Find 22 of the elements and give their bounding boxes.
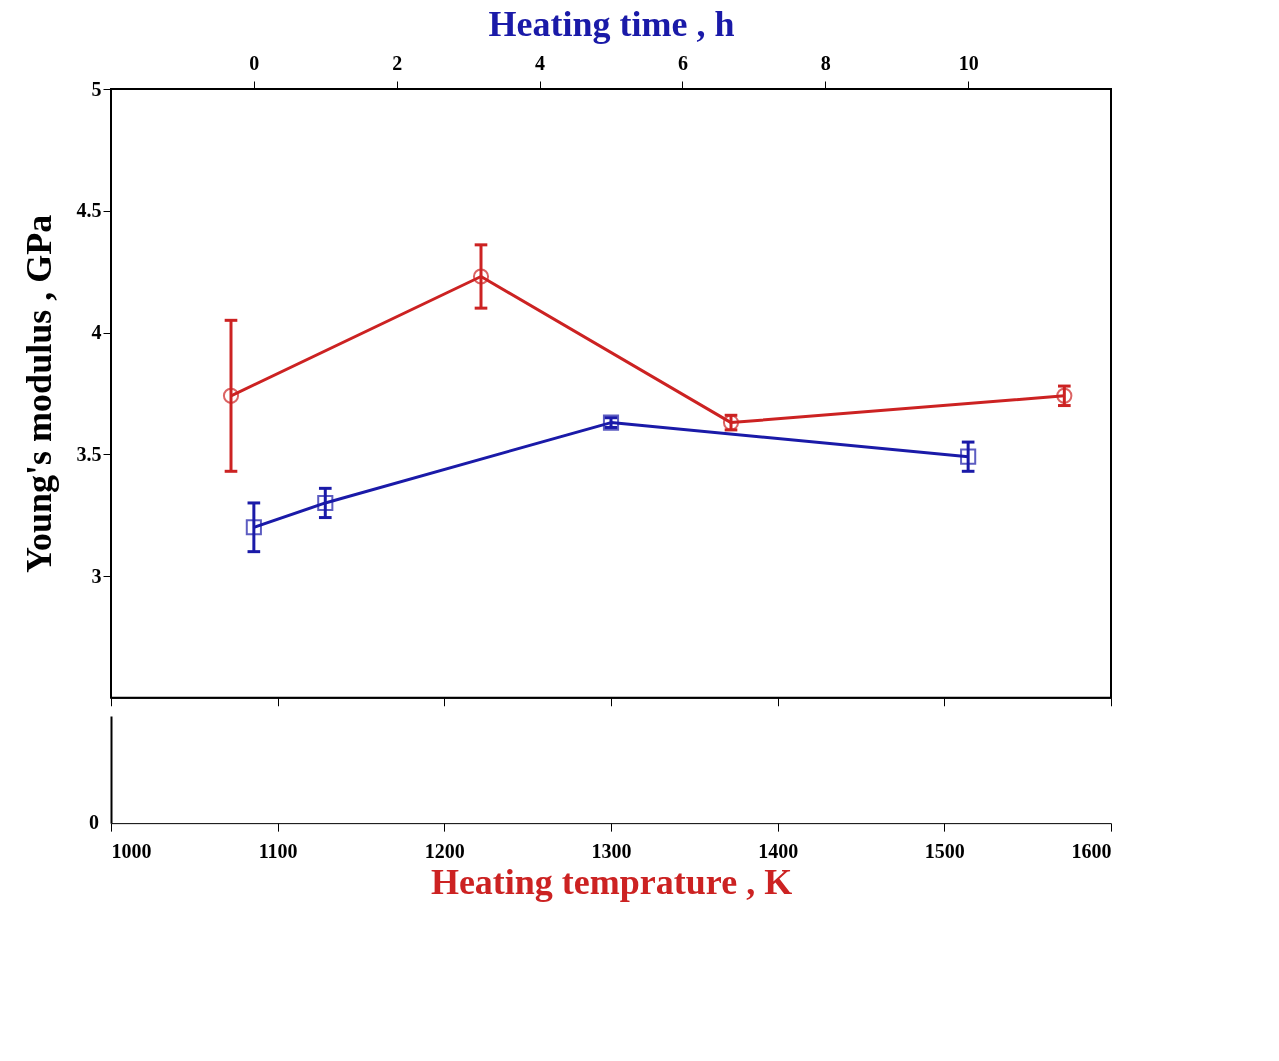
x-tick-label: 1000 — [111, 839, 152, 862]
x2-tick-label: 6 — [677, 51, 688, 74]
y-tick-label: 4.5 — [76, 199, 102, 222]
x2-tick-label: 8 — [820, 51, 831, 74]
y-tick-label: 4 — [91, 321, 102, 343]
y-tick-label: 3 — [91, 564, 102, 587]
x2-axis-title: Heating time , h — [488, 3, 735, 44]
x-tick-label: 1200 — [424, 839, 465, 862]
x2-tick-label: 10 — [958, 51, 979, 74]
x2-tick-label: 0 — [249, 51, 260, 74]
x-tick-label: 1300 — [591, 839, 632, 862]
text: 0 — [89, 811, 99, 834]
x2-tick-label: 2 — [392, 51, 403, 74]
x2-tick-label: 4 — [535, 51, 546, 74]
y-tick-label: 5 — [91, 77, 102, 100]
x-tick-label: 1500 — [924, 839, 965, 862]
x-axis-title: Heating temprature , K — [430, 861, 793, 902]
x-tick-label: 1100 — [258, 839, 298, 862]
x-tick-label: 1400 — [758, 839, 799, 862]
x-tick-label: 1600 — [1071, 839, 1112, 862]
y-tick-label: 3.5 — [76, 442, 102, 465]
y-axis-title: Young's modulus , GPa — [18, 214, 59, 573]
